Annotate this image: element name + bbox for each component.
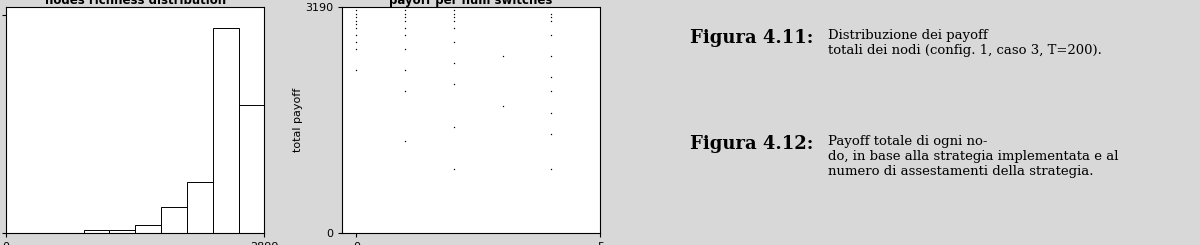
- Point: [444, 15, 463, 19]
- Bar: [136, 225, 161, 233]
- Y-axis label: total payoff: total payoff: [293, 88, 304, 152]
- Point: [396, 19, 415, 23]
- Text: Figura 4.12:: Figura 4.12:: [690, 135, 814, 153]
- Text: Payoff totale di ogni no-
do, in base alla strategia implementata e al
numero di: Payoff totale di ogni no- do, in base al…: [828, 135, 1118, 178]
- Bar: [84, 230, 109, 233]
- Point: [493, 54, 512, 58]
- Point: [444, 82, 463, 86]
- Point: [542, 167, 562, 171]
- Bar: [239, 105, 264, 233]
- Bar: [161, 207, 187, 233]
- Text: Distribuzione dei payoff
totali dei nodi (config. 1, caso 3, T=200).: Distribuzione dei payoff totali dei nodi…: [828, 29, 1102, 57]
- Point: [444, 125, 463, 129]
- Point: [542, 132, 562, 136]
- Point: [444, 61, 463, 65]
- Point: [347, 22, 366, 26]
- Point: [396, 15, 415, 19]
- Text: Figura 4.11:: Figura 4.11:: [690, 29, 814, 47]
- Point: [444, 26, 463, 30]
- Point: [347, 8, 366, 12]
- Point: [444, 8, 463, 12]
- Point: [347, 68, 366, 72]
- Point: [542, 54, 562, 58]
- Point: [396, 47, 415, 51]
- Point: [347, 33, 366, 37]
- Point: [493, 104, 512, 108]
- Point: [347, 47, 366, 51]
- Point: [444, 40, 463, 44]
- Point: [542, 15, 562, 19]
- Point: [542, 19, 562, 23]
- Point: [396, 68, 415, 72]
- Point: [396, 8, 415, 12]
- Point: [542, 12, 562, 16]
- Point: [347, 12, 366, 16]
- Point: [347, 40, 366, 44]
- Point: [396, 12, 415, 16]
- Point: [396, 89, 415, 93]
- Point: [542, 89, 562, 93]
- Bar: [109, 230, 136, 233]
- Title: nodes richness distribution: nodes richness distribution: [44, 0, 226, 7]
- Point: [347, 19, 366, 23]
- Point: [444, 12, 463, 16]
- Point: [542, 75, 562, 79]
- Point: [542, 111, 562, 115]
- Bar: [212, 28, 239, 233]
- Point: [347, 15, 366, 19]
- Point: [396, 33, 415, 37]
- Point: [396, 139, 415, 143]
- Point: [542, 33, 562, 37]
- Point: [396, 26, 415, 30]
- Point: [347, 26, 366, 30]
- Point: [444, 167, 463, 171]
- Point: [444, 19, 463, 23]
- Title: payoff per num switches: payoff per num switches: [389, 0, 553, 7]
- Bar: [187, 182, 212, 233]
